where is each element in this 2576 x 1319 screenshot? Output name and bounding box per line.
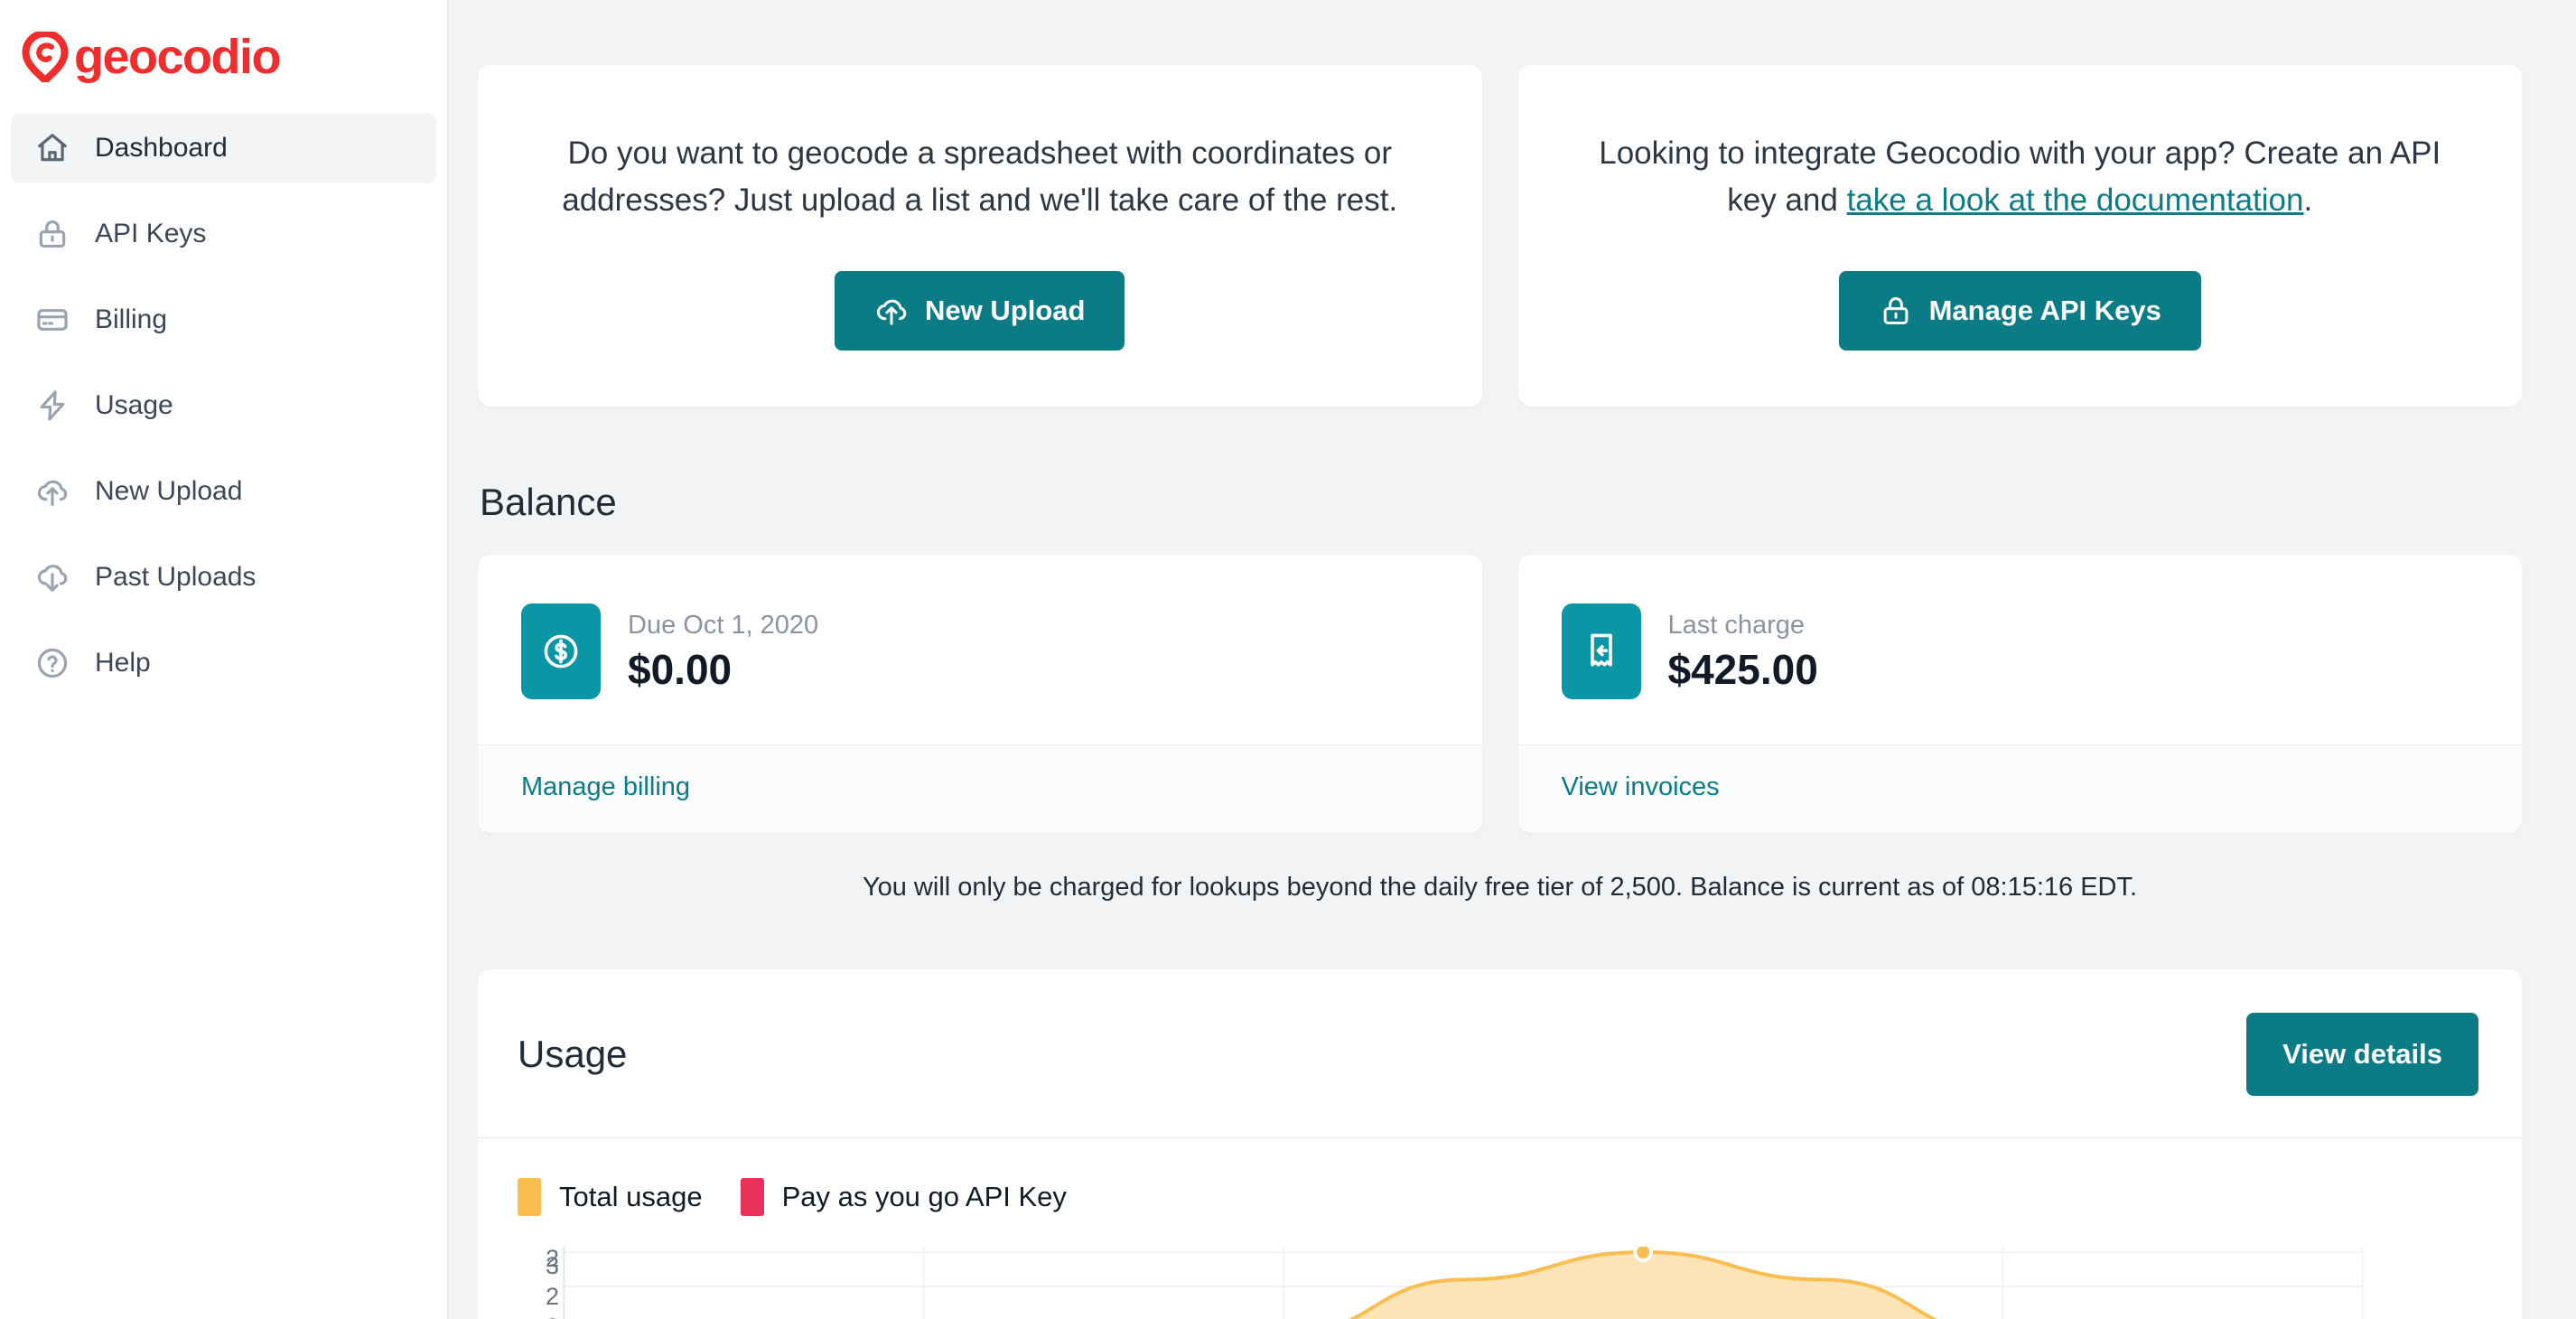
- api-promo-text-before: Looking to integrate Geocodio with your …: [1599, 136, 2441, 218]
- last-charge-footer: View invoices: [1517, 744, 2522, 833]
- api-promo-text-after: .: [2303, 182, 2313, 218]
- view-invoices-link[interactable]: View invoices: [1561, 772, 1720, 801]
- question-circle-icon: [34, 645, 70, 681]
- new-upload-button-label: New Upload: [925, 294, 1086, 326]
- sidebar-nav: Dashboard API Keys Billing: [0, 113, 447, 698]
- last-charge-label: Last charge: [1667, 610, 1806, 640]
- legend-item-total-usage[interactable]: Total usage: [518, 1177, 703, 1216]
- sidebar-item-label: Past Uploads: [95, 562, 257, 592]
- api-promo-card: Looking to integrate Geocodio with your …: [1517, 65, 2522, 407]
- balance-due-footer: Manage billing: [478, 744, 1482, 833]
- receipt-return-icon: [1561, 603, 1641, 699]
- sidebar-item-new-upload[interactable]: New Upload: [11, 456, 436, 527]
- manage-billing-link[interactable]: Manage billing: [521, 772, 691, 801]
- dollar-circle-icon: [521, 603, 601, 699]
- cloud-upload-icon: [874, 294, 909, 328]
- sidebar-item-label: Help: [95, 648, 151, 678]
- lock-icon: [34, 216, 70, 252]
- brand-name: geocodio: [74, 29, 282, 84]
- balance-due-card: Due Oct 1, 2020 $0.00 Manage billing: [478, 554, 1482, 833]
- main-content: Do you want to geocode a spreadsheet wit…: [449, 0, 2576, 1319]
- promo-card-row: Do you want to geocode a spreadsheet wit…: [478, 0, 2522, 407]
- balance-due-label: Due Oct 1, 2020: [628, 610, 819, 640]
- y-axis-tick: 2: [545, 1282, 559, 1310]
- y-axis-tick: 3: [545, 1251, 559, 1279]
- view-details-button[interactable]: View details: [2246, 1012, 2478, 1096]
- brand-logo[interactable]: geocodio: [0, 0, 447, 113]
- sidebar-item-past-uploads[interactable]: Past Uploads: [11, 542, 436, 613]
- usage-chart: Total usage Pay as you go API Key 3 2 2 …: [478, 1138, 2522, 1319]
- upload-promo-text: Do you want to geocode a spreadsheet wit…: [562, 136, 1398, 218]
- geocodio-pin-icon: [22, 29, 69, 86]
- balance-disclaimer: You will only be charged for lookups bey…: [862, 872, 2138, 902]
- usage-heading: Usage: [518, 1032, 628, 1075]
- lock-icon: [1879, 294, 1913, 328]
- usage-card: Usage View details Total usage Pay as yo…: [478, 968, 2522, 1319]
- chart-plot-area: 3 2 2 2 0: [518, 1244, 2478, 1319]
- sidebar-item-help[interactable]: Help: [11, 628, 436, 698]
- sidebar-item-label: Dashboard: [95, 133, 228, 163]
- sidebar-item-label: API Keys: [95, 219, 207, 248]
- sidebar-item-label: Billing: [95, 304, 168, 334]
- cloud-upload-icon: [34, 473, 70, 510]
- usage-header: Usage View details: [478, 969, 2522, 1138]
- sidebar-item-usage[interactable]: Usage: [11, 370, 436, 441]
- balance-heading: Balance: [480, 480, 617, 523]
- last-charge-body: Last charge $425.00: [1518, 555, 2523, 744]
- manage-api-keys-button-label: Manage API Keys: [1928, 294, 2161, 326]
- credit-card-icon: [34, 302, 70, 338]
- balance-due-text: Due Oct 1, 2020 $0.00: [628, 610, 818, 692]
- y-axis-tick: 2: [518, 1314, 559, 1319]
- balance-card-row: Due Oct 1, 2020 $0.00 Manage billing: [478, 554, 2523, 833]
- chart-legend: Total usage Pay as you go API Key: [518, 1177, 2478, 1216]
- balance-due-body: Due Oct 1, 2020 $0.00: [478, 555, 1482, 744]
- api-promo-text: Looking to integrate Geocodio with your …: [1576, 130, 2465, 224]
- upload-promo-card: Do you want to geocode a spreadsheet wit…: [478, 65, 1482, 407]
- manage-api-keys-button[interactable]: Manage API Keys: [1838, 270, 2201, 351]
- last-charge-card: Last charge $425.00 View invoices: [1517, 554, 2523, 833]
- sidebar-item-label: New Upload: [95, 476, 243, 506]
- legend-label: Pay as you go API Key: [781, 1180, 1067, 1212]
- legend-swatch: [518, 1177, 541, 1216]
- y-axis-tick: 2: [545, 1244, 559, 1272]
- sidebar-item-label: Usage: [95, 390, 173, 420]
- lightning-bolt-icon: [34, 388, 70, 424]
- chart-svg: [563, 1246, 2364, 1319]
- sidebar-item-dashboard[interactable]: Dashboard: [11, 113, 436, 183]
- legend-swatch: [740, 1177, 764, 1216]
- legend-item-pay-as-you-go[interactable]: Pay as you go API Key: [740, 1177, 1067, 1216]
- home-icon: [34, 130, 70, 166]
- last-charge-value: $425.00: [1667, 645, 1818, 693]
- documentation-link[interactable]: take a look at the documentation: [1846, 182, 2304, 218]
- sidebar-item-api-keys[interactable]: API Keys: [11, 199, 436, 269]
- cloud-download-icon: [34, 559, 70, 595]
- new-upload-button[interactable]: New Upload: [835, 270, 1125, 351]
- sidebar: geocodio Dashboard API Keys: [0, 0, 449, 1319]
- balance-due-value: $0.00: [628, 645, 733, 693]
- last-charge-text: Last charge $425.00: [1668, 610, 1818, 692]
- legend-label: Total usage: [559, 1180, 703, 1212]
- sidebar-item-billing[interactable]: Billing: [11, 285, 436, 355]
